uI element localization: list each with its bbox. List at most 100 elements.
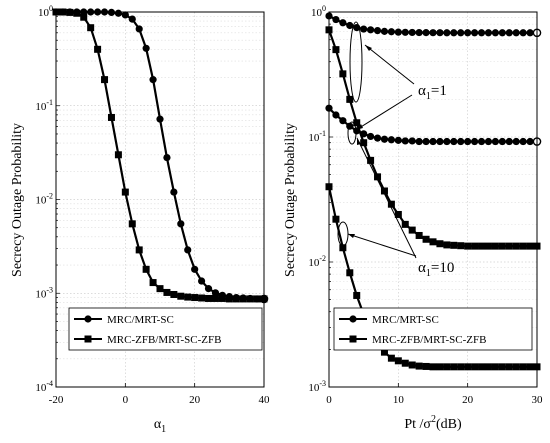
right-point-square [491,363,499,371]
right-point-circle [505,29,513,37]
right-point-circle [519,29,527,37]
left-legend: MRC/MRT-SC MRC-ZFB/MRT-SC-ZFB [68,307,263,351]
annotation-alpha1-1-ellipse-small [347,121,357,145]
left-point-square [163,288,171,296]
annotation-alpha1-10-label: α1=10 [418,260,454,279]
right-ytick-label: 10-1 [308,129,326,144]
right-point-circle [464,29,472,37]
left-point-circle [128,15,136,23]
right-point-circle [408,137,416,145]
right-point-square [380,187,388,195]
right-point-circle [477,29,486,37]
right-point-square [450,241,458,249]
left-point-square [191,294,199,302]
right-point-circle [367,132,375,141]
left-point-circle [191,265,199,273]
right-xtick-label: 0 [326,394,332,406]
right-point-square [380,348,388,356]
right-legend-entry-1: MRC/MRT-SC [372,314,439,326]
right-point-circle [373,134,382,142]
left-ticks: -20 0 20 40 100 10-1 10-2 10-3 10-4 [35,4,270,406]
left-point-square [232,295,240,303]
right-point-square [422,235,430,243]
right-point-circle [422,137,430,146]
right-point-square [484,363,492,371]
right-point-square [512,242,520,250]
right-point-square [505,363,513,371]
right-ytick-label: 10-3 [308,379,326,394]
left-point-square [218,294,226,302]
right-point-circle [387,136,395,144]
right-point-square [491,242,499,250]
right-xtick-label: 20 [462,394,474,406]
right-ytick-label: 100 [311,4,326,19]
left-xtick-label: 40 [259,394,271,406]
right-point-circle [443,29,451,37]
right-point-circle [380,135,389,143]
right-point-square [394,210,402,218]
right-point-square [332,46,340,54]
right-point-square [498,242,506,250]
left-legend-square-marker [84,335,92,343]
right-point-square [436,240,444,248]
right-point-square [332,215,340,223]
right-point-square [457,242,465,250]
left-point-square [198,294,206,302]
right-point-square [353,119,361,127]
left-point-square [142,265,150,273]
left-point-square [135,246,143,254]
left-ytick-label: 10-3 [35,285,53,300]
left-plot: -20 0 20 40 100 10-1 10-2 10-3 10-4 MRC/MRT-SC M… [10,4,270,435]
right-point-square [519,363,527,371]
right-legend-square-marker [349,335,357,343]
left-ylabel: Secrecy Outage Probability [10,123,25,277]
left-point-circle [170,188,178,196]
right-point-circle [512,29,520,37]
right-point-circle [339,117,347,125]
right-point-square [464,242,472,250]
left-point-square [211,294,219,302]
right-point-circle [339,19,347,27]
left-point-square [128,220,136,228]
right-legend-circle-marker [349,315,357,323]
left-xtick-label: 20 [189,394,201,406]
right-point-square [450,363,458,371]
left-point-square [205,294,213,302]
right-point-square [415,231,423,239]
annotation-alpha1-10: α1=10 [337,137,454,279]
right-point-square [387,200,395,208]
left-point-circle [184,246,192,254]
right-point-circle [429,137,437,146]
left-point-square [87,24,95,32]
right-point-circle [443,137,451,146]
right-point-circle [429,29,437,37]
right-point-circle [401,28,409,36]
left-point-square [94,45,102,53]
left-point-square [114,151,122,159]
right-point-square [339,70,347,78]
left-xtick-label: -20 [49,394,64,406]
left-point-circle [114,9,122,17]
left-point-square [149,279,157,287]
left-point-circle [198,277,206,285]
right-point-circle [526,137,534,146]
right-point-square [374,173,382,181]
right-point-square [408,226,416,234]
right-point-square [464,363,472,371]
left-point-circle [135,25,143,33]
left-point-square [156,285,164,293]
annotation-alpha1-1: α1=1 [347,21,447,145]
right-point-square [429,363,437,371]
left-point-circle [204,285,213,293]
right-point-circle [394,28,402,36]
left-point-circle [121,11,129,19]
right-point-square [408,361,416,369]
right-point-square [505,242,513,250]
right-point-circle [394,136,402,144]
right-point-circle [332,15,340,24]
left-ytick-label: 100 [38,4,53,19]
right-point-circle [484,137,493,146]
left-legend-entry-2: MRC-ZFB/MRT-SC-ZFB [107,334,221,346]
right-point-square [526,363,534,371]
